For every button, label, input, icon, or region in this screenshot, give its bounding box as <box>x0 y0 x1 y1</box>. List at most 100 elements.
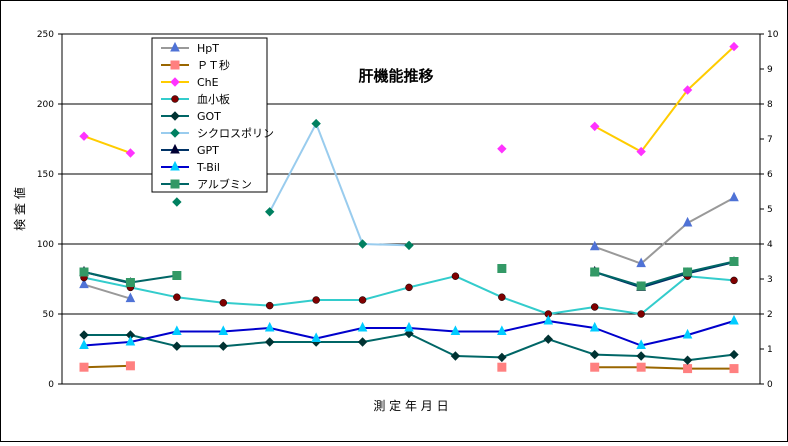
right-tick-label: 0 <box>767 380 773 390</box>
legend-item: T-Bil <box>161 160 220 174</box>
right-tick-label: 2 <box>767 310 773 320</box>
series-line-segment <box>83 364 131 369</box>
series-line-segment <box>640 271 688 287</box>
data-point <box>125 148 136 158</box>
series-line-segment <box>640 222 689 265</box>
right-tick-label: 8 <box>767 100 773 110</box>
data-point <box>590 121 600 132</box>
right-tick-label: 9 <box>767 65 773 75</box>
data-point <box>498 293 506 301</box>
legend-item: GPT <box>161 143 219 157</box>
data-point <box>172 325 182 335</box>
series-line-segment <box>130 274 178 284</box>
series-line-segment <box>83 271 131 284</box>
data-point <box>590 303 599 311</box>
legend-label: 血小板 <box>197 92 230 106</box>
legend-item: ＰＴ秒 <box>161 58 230 72</box>
data-point <box>543 314 554 325</box>
data-point <box>405 283 413 292</box>
data-point <box>636 257 646 268</box>
data-point <box>590 349 600 360</box>
legend-marker <box>170 143 180 154</box>
data-point <box>729 349 739 360</box>
series-line-segment <box>594 353 642 357</box>
data-point <box>173 293 181 301</box>
series-line-segment <box>223 327 270 333</box>
left-tick-label: 150 <box>37 170 54 180</box>
legend-marker <box>171 95 179 103</box>
series-line-segment <box>315 123 364 245</box>
legend-label: シクロスポリン <box>197 127 274 140</box>
series-line-segment <box>547 338 596 356</box>
data-point <box>729 364 739 374</box>
chart-title: 肝機能推移 <box>358 67 433 85</box>
legend-label: GOT <box>197 110 221 123</box>
data-point <box>404 240 414 251</box>
data-point <box>357 337 368 347</box>
data-point <box>497 144 507 154</box>
data-point <box>357 239 368 249</box>
legend-label: T-Bil <box>196 161 220 174</box>
series-line-segment <box>83 341 131 347</box>
data-point <box>589 240 600 251</box>
data-point <box>497 325 507 335</box>
series-line-segment <box>640 334 688 347</box>
data-point <box>450 325 461 335</box>
data-point <box>497 352 507 363</box>
legend-item: シクロスポリン <box>161 127 274 140</box>
series-line-segment <box>641 366 688 370</box>
legend-marker <box>170 77 180 87</box>
data-point <box>172 197 182 207</box>
data-point <box>404 321 414 332</box>
data-point <box>312 296 320 304</box>
legend-marker <box>170 111 180 121</box>
legend-marker <box>170 160 180 171</box>
legend-item: HpT <box>161 41 219 55</box>
data-point <box>683 364 693 374</box>
data-point <box>451 272 460 280</box>
data-point <box>729 314 739 325</box>
series-line-segment <box>176 296 224 304</box>
series-line-segment <box>687 196 735 224</box>
data-point <box>358 296 367 304</box>
right-tick-label: 3 <box>767 275 773 285</box>
series-line-segment <box>594 327 642 347</box>
series-line-segment <box>223 341 270 348</box>
data-point <box>683 267 693 277</box>
series-line-segment <box>83 135 131 154</box>
series-layer <box>79 41 739 374</box>
legend: HpT ＰＴ秒 ChE 血小板 GOT シクロスポリン GPT T-Bil アルブミン <box>151 37 274 193</box>
data-point <box>265 301 274 310</box>
data-point <box>590 362 600 372</box>
series-1 <box>79 361 739 374</box>
data-point <box>729 257 739 266</box>
right-tick-label: 5 <box>767 205 773 215</box>
series-2 <box>79 41 739 158</box>
right-tick-label: 10 <box>767 30 779 40</box>
series-4 <box>79 328 739 365</box>
data-point <box>79 278 89 289</box>
right-tick-label: 1 <box>767 345 773 355</box>
data-point <box>311 332 321 342</box>
series-line-segment <box>640 89 689 153</box>
left-tick-label: 100 <box>37 240 54 250</box>
series-line-segment <box>640 272 688 289</box>
series-line-segment <box>269 327 317 340</box>
right-tick-label: 4 <box>767 240 773 250</box>
left-tick-label: 200 <box>37 100 54 110</box>
data-point <box>543 334 553 344</box>
data-point <box>682 216 693 227</box>
data-point <box>79 131 89 141</box>
data-point <box>636 281 646 291</box>
data-point <box>218 341 228 351</box>
series-line-segment <box>362 286 410 301</box>
legend-marker <box>170 128 180 138</box>
series-5 <box>172 118 414 251</box>
data-point <box>357 321 368 332</box>
series-line-segment <box>640 275 689 315</box>
legend-marker <box>170 179 180 189</box>
data-point <box>79 339 89 349</box>
series-line-segment <box>548 306 595 315</box>
